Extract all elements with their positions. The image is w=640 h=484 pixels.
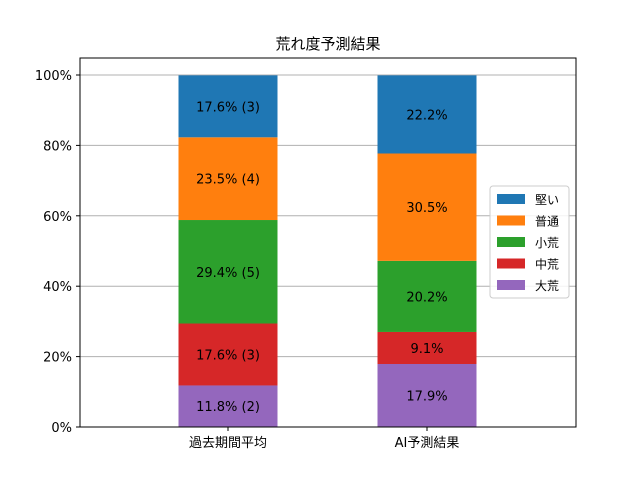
bar-data-label: 22.2%	[406, 108, 447, 123]
legend-swatch	[497, 215, 525, 226]
x-tick-label: 過去期間平均	[189, 436, 267, 451]
legend-label: 大荒	[535, 279, 559, 293]
x-axis: 過去期間平均 AI予測結果	[189, 427, 459, 451]
bar-data-label: 17.9%	[406, 389, 447, 404]
bar-segment	[178, 137, 278, 221]
x-tick-label: AI予測結果	[395, 436, 460, 451]
plot-frame	[79, 57, 577, 428]
bar-segment	[377, 260, 477, 332]
bar-labels: 11.8% (2) 17.6% (3) 29.4% (5) 23.5% (4) 17.6…	[196, 100, 448, 415]
legend-swatch	[497, 280, 525, 290]
bar-data-label: 29.4% (5)	[196, 266, 260, 281]
bar-segment	[178, 220, 278, 324]
legend-swatch	[497, 194, 525, 204]
bar-segment	[178, 385, 278, 427]
bar-data-label: 9.1%	[410, 342, 443, 357]
bar-data-label: 11.8% (2)	[196, 400, 260, 415]
bar-segment	[178, 323, 278, 386]
legend-swatch	[497, 258, 525, 269]
bar-segment	[178, 75, 278, 138]
bar-data-label: 20.2%	[406, 290, 447, 305]
legend-label: 中荒	[535, 257, 559, 272]
legend-box	[489, 185, 570, 299]
bar-data-label: 23.5% (4)	[196, 173, 260, 188]
bar-data-label: 17.6% (3)	[196, 348, 260, 363]
y-tick-label: 80%	[43, 139, 72, 154]
y-tick-label: 100%	[35, 69, 72, 84]
chart-title: 荒れ度予測結果	[275, 35, 380, 53]
legend-label: 堅い	[535, 193, 559, 207]
legend-label: 普通	[535, 215, 559, 229]
y-tick-label: 40%	[43, 280, 72, 295]
bar-data-label: 17.6% (3)	[196, 100, 260, 115]
bar-segment	[377, 331, 477, 364]
bars	[178, 75, 477, 427]
legend-label: 小荒	[535, 236, 559, 250]
bar-data-label: 30.5%	[406, 201, 447, 216]
bar-segment	[377, 153, 477, 261]
bar-segment	[377, 75, 477, 154]
bar-segment	[377, 363, 477, 427]
y-tick-label: 20%	[43, 351, 72, 366]
y-axis: 0% 20% 40% 60% 80% 100%	[35, 69, 80, 436]
y-tick-label: 60%	[43, 210, 72, 225]
y-tick-label: 0%	[51, 421, 72, 436]
legend-swatch	[497, 237, 525, 247]
